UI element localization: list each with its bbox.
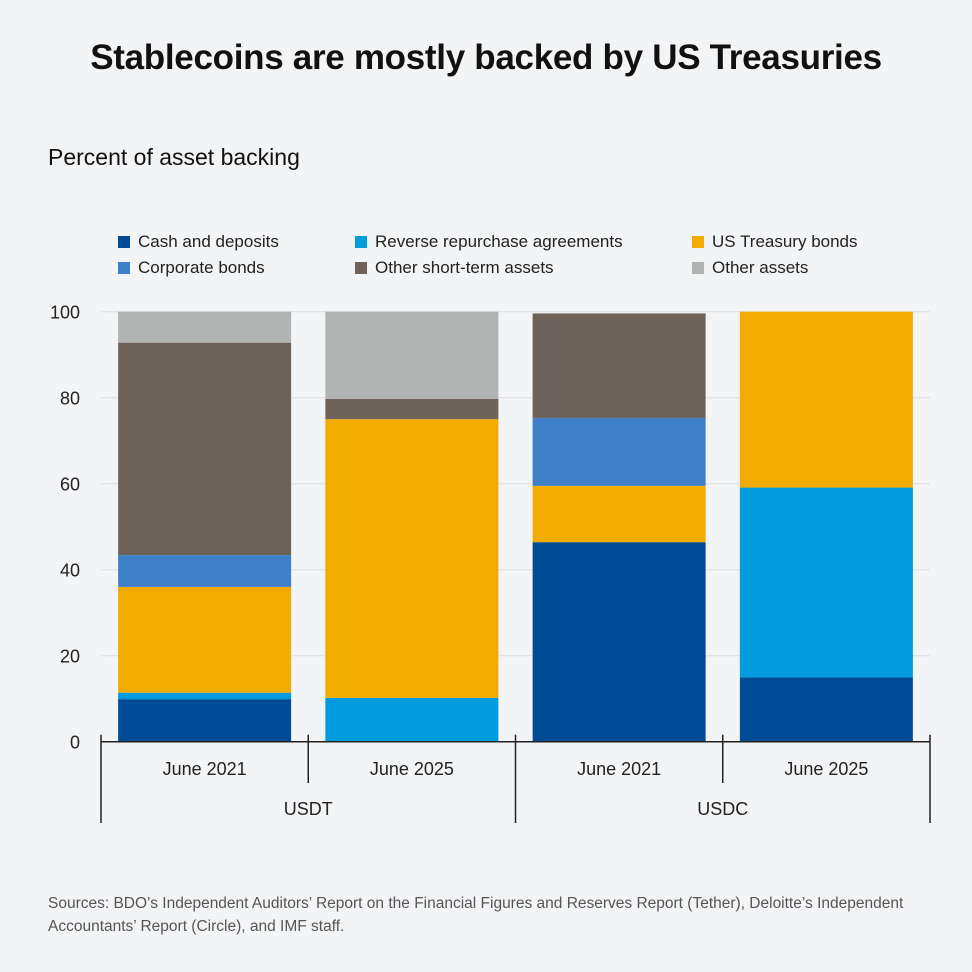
bar-segment — [532, 313, 706, 418]
legend-item: Corporate bonds — [118, 258, 265, 278]
bar-segment — [739, 487, 913, 678]
group-label: USDC — [697, 799, 748, 819]
bar-segment — [118, 586, 292, 693]
bar-segment — [325, 311, 499, 399]
y-tick-label: 80 — [60, 389, 80, 409]
bar-segment — [532, 485, 706, 543]
bar-segment — [532, 417, 706, 486]
bar-segment — [532, 542, 706, 742]
y-tick-label: 0 — [70, 733, 80, 753]
bar-segment — [118, 555, 292, 587]
x-tick-label: June 2025 — [784, 759, 868, 779]
bar-segment — [118, 311, 292, 343]
legend-swatch — [118, 262, 130, 274]
legend-item: Other short-term assets — [355, 258, 554, 278]
bar-segment — [118, 342, 292, 556]
bar-segment — [325, 398, 499, 420]
legend-swatch — [355, 262, 367, 274]
legend-item: Other assets — [692, 258, 808, 278]
bar-segment — [739, 311, 913, 488]
legend-label: Reverse repurchase agreements — [375, 232, 623, 251]
bar-segment — [325, 697, 499, 742]
legend-item: Cash and deposits — [118, 232, 279, 252]
legend-swatch — [355, 236, 367, 248]
chart-title: Stablecoins are mostly backed by US Trea… — [90, 38, 882, 77]
x-tick-label: June 2021 — [163, 759, 247, 779]
legend-label: Other assets — [712, 258, 809, 277]
legend-label: Cash and deposits — [138, 232, 279, 251]
legend-swatch — [692, 236, 704, 248]
x-tick-label: June 2021 — [577, 759, 661, 779]
y-axis-label: Percent of asset backing — [48, 144, 300, 170]
x-tick-label: June 2025 — [370, 759, 454, 779]
bar-segment — [118, 692, 292, 700]
y-tick-label: 60 — [60, 475, 80, 495]
legend-swatch — [118, 236, 130, 248]
y-tick-label: 100 — [50, 303, 80, 323]
legend-label: Other short-term assets — [375, 258, 554, 277]
legend-swatch — [692, 262, 704, 274]
bar-segment — [325, 419, 499, 698]
legend-item: US Treasury bonds — [692, 232, 858, 252]
sources-note: Sources: BDO’s Independent Auditors’ Rep… — [48, 895, 904, 935]
legend-label: US Treasury bonds — [712, 232, 858, 251]
legend-item: Reverse repurchase agreements — [355, 232, 623, 252]
y-tick-label: 40 — [60, 561, 80, 581]
bar-segment — [739, 677, 913, 742]
group-label: USDT — [284, 799, 333, 819]
legend-label: Corporate bonds — [138, 258, 265, 277]
bar-segment — [118, 699, 292, 742]
y-tick-label: 20 — [60, 647, 80, 667]
